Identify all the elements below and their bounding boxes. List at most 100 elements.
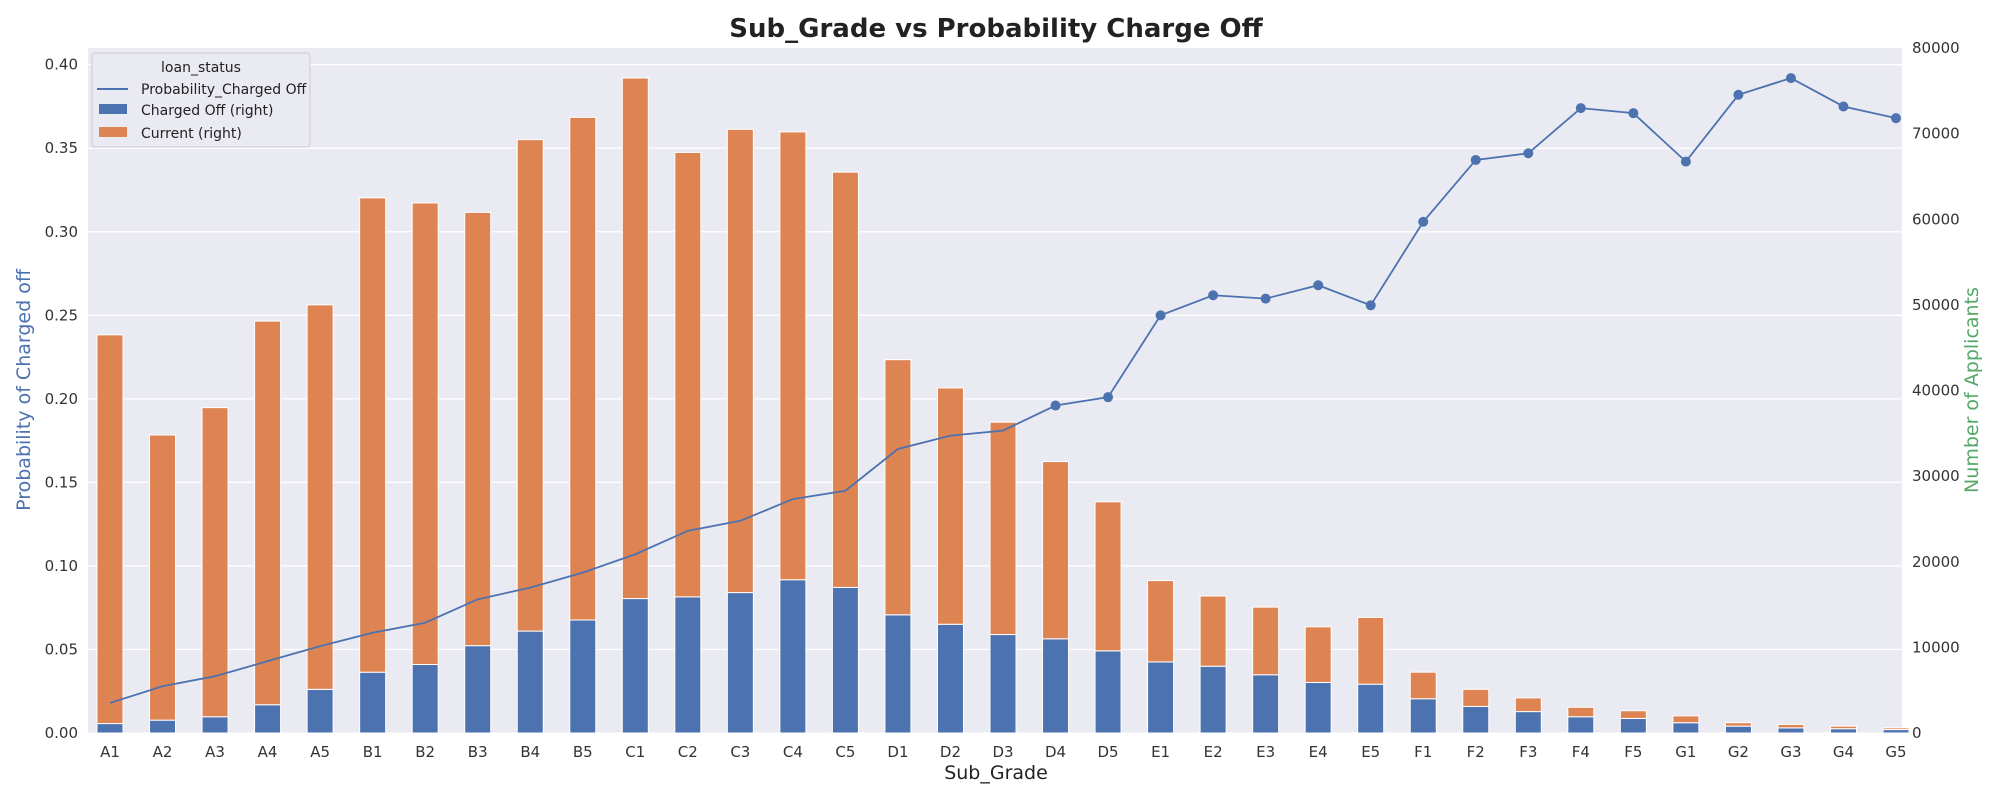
bar-current: [1042, 461, 1070, 640]
probability-point: [1523, 148, 1534, 159]
bar-charged-off: [1304, 681, 1332, 734]
y-right-tick-label: 30000: [1912, 467, 1960, 485]
bar-charged-off: [201, 716, 229, 734]
y-left-tick-label: 0.05: [45, 640, 78, 658]
bar-charged-off: [411, 664, 439, 734]
bar-charged-off: [1094, 650, 1122, 734]
bar-current: [1199, 595, 1227, 667]
x-axis: A1 A2 A3 A4 A5 B1 B2 B3 B4 B5 C1 C2 C3 C4 C5 D1 D2 D3 D4 D5…: [100, 743, 1906, 761]
probability-point: [1785, 73, 1796, 84]
probability-point: [1891, 113, 1901, 124]
x-axis-label: Sub_Grade: [944, 762, 1048, 784]
bar-current: [1409, 671, 1437, 700]
bar-current: [726, 128, 754, 594]
x-tick-label: D5: [1098, 743, 1119, 761]
y-right-tick-label: 20000: [1912, 553, 1960, 571]
x-tick-label: D4: [1045, 743, 1066, 761]
x-tick-label: F1: [1414, 743, 1432, 761]
bar-current: [306, 304, 334, 690]
bar-charged-off: [306, 688, 334, 734]
bar-current: [1672, 715, 1700, 724]
x-tick-label: G3: [1780, 743, 1801, 761]
bar-charged-off: [884, 614, 912, 734]
x-tick-label: E2: [1204, 743, 1223, 761]
legend: loan_status Probability_Charged Off Char…: [91, 52, 311, 148]
probability-point: [1260, 293, 1271, 304]
y-right-tick-label: 70000: [1912, 125, 1960, 143]
y-left-tick-label: 0.25: [45, 306, 78, 324]
bar-current: [411, 202, 439, 665]
bar-current: [1094, 501, 1122, 652]
x-tick-label: B1: [363, 743, 383, 761]
bar-charged-off: [779, 579, 807, 734]
bar-charged-off: [1409, 698, 1437, 734]
bar-current: [1619, 710, 1647, 719]
x-tick-label: D1: [887, 743, 908, 761]
x-tick-label: A4: [258, 743, 278, 761]
x-tick-label: C1: [625, 743, 645, 761]
bar-current: [1567, 706, 1595, 718]
x-tick-label: D3: [992, 743, 1013, 761]
bar-current: [989, 421, 1017, 636]
probability-point: [1838, 101, 1849, 112]
x-tick-label: G1: [1675, 743, 1696, 761]
bar-charged-off: [1672, 722, 1700, 734]
bar-current: [254, 320, 282, 706]
bar-charged-off: [96, 723, 124, 734]
bar-current: [1357, 616, 1385, 685]
probability-point: [1050, 400, 1061, 411]
bar-current: [1304, 626, 1332, 683]
bar-current: [1252, 606, 1280, 676]
y-right-tick-label: 80000: [1912, 39, 1960, 57]
bar-current: [1777, 723, 1805, 729]
probability-point: [1733, 89, 1744, 100]
bar-current: [569, 116, 597, 621]
bar-charged-off: [149, 719, 177, 734]
bar-charged-off: [1619, 717, 1647, 734]
bar-current: [674, 151, 702, 598]
x-tick-label: A3: [205, 743, 225, 761]
legend-box: [91, 52, 311, 148]
bars: [96, 77, 1910, 734]
probability-point: [1575, 103, 1586, 114]
bar-charged-off: [1042, 638, 1070, 734]
x-tick-label: C4: [783, 743, 803, 761]
bar-charged-off: [1199, 665, 1227, 734]
bar-charged-off: [831, 586, 859, 734]
bar-charged-off: [1252, 674, 1280, 734]
bar-charged-off: [1829, 728, 1857, 734]
bar-charged-off: [569, 619, 597, 734]
bar-charged-off: [674, 596, 702, 734]
x-tick-label: F2: [1467, 743, 1485, 761]
bar-current: [936, 387, 964, 625]
x-tick-label: E5: [1361, 743, 1380, 761]
x-tick-label: B4: [520, 743, 540, 761]
x-tick-label: B5: [573, 743, 593, 761]
bar-charged-off: [726, 592, 754, 734]
bar-charged-off: [1724, 725, 1752, 734]
y-axis-right: 0 10000 20000 30000 40000 50000 60000 70000 8000…: [1912, 39, 1960, 742]
bar-current: [1882, 727, 1910, 731]
x-tick-label: F3: [1519, 743, 1537, 761]
bar-current: [884, 359, 912, 616]
probability-point: [1155, 310, 1166, 321]
probability-point: [1103, 392, 1114, 403]
y-right-tick-label: 0: [1912, 724, 1922, 742]
bar-charged-off: [989, 634, 1017, 734]
bar-charged-off: [1462, 705, 1490, 734]
legend-entry-charged-off: Charged Off (right): [141, 103, 274, 119]
probability-point: [1628, 108, 1639, 119]
y-axis-right-label: Number of Applicants: [1961, 287, 1983, 493]
bar-current: [1147, 580, 1175, 663]
legend-swatch-charged-off: [99, 104, 127, 114]
y-left-tick-label: 0.30: [45, 223, 78, 241]
y-right-tick-label: 50000: [1912, 296, 1960, 314]
x-tick-label: C3: [730, 743, 750, 761]
bar-current: [516, 139, 544, 632]
bar-current: [96, 334, 124, 725]
bar-current: [779, 131, 807, 581]
bar-current: [201, 407, 229, 718]
legend-entry-current: Current (right): [141, 126, 242, 142]
y-left-tick-label: 0.00: [45, 724, 78, 742]
